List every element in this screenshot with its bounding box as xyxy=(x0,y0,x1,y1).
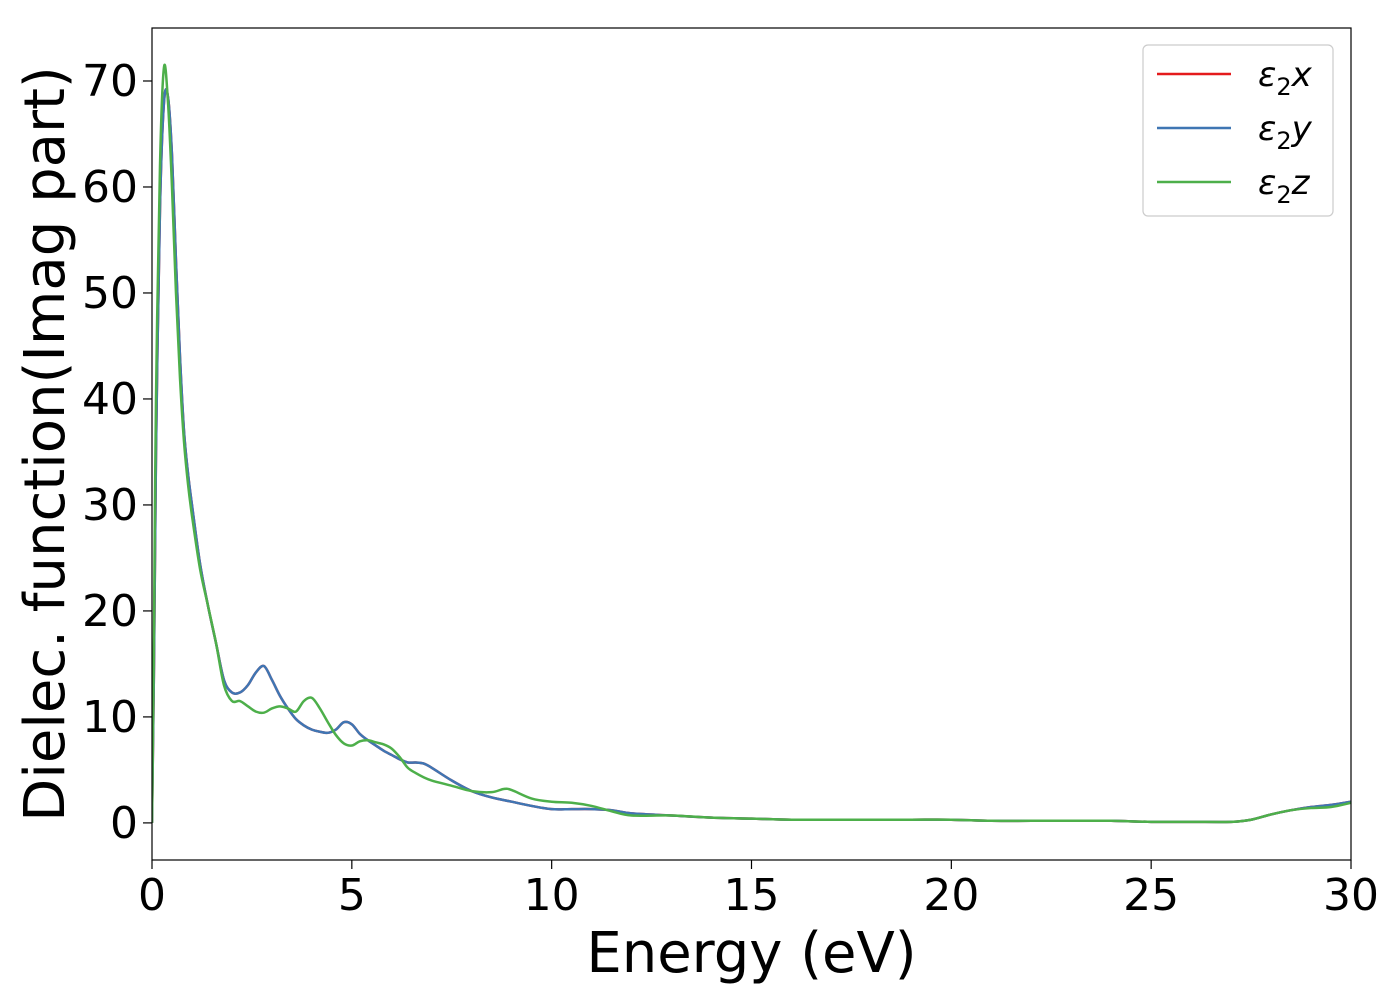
y-axis-title: Dielec. function(Imag part) xyxy=(13,66,78,822)
y-tick-label: 50 xyxy=(82,268,138,319)
y-tick-label: 30 xyxy=(82,480,138,531)
legend-label-x: ε2x xyxy=(1258,55,1313,101)
y-tick-label: 40 xyxy=(82,374,138,425)
x-tick-label: 10 xyxy=(524,870,580,921)
legend-box xyxy=(1142,44,1334,217)
x-tick-label: 20 xyxy=(923,870,979,921)
legend-label-z: ε2z xyxy=(1258,163,1311,209)
x-tick-label: 25 xyxy=(1123,870,1179,921)
x-axis-title: Energy (eV) xyxy=(586,921,916,986)
x-tick-label: 15 xyxy=(724,870,780,921)
x-tick-label: 5 xyxy=(338,870,366,921)
y-axis-ticks: 0 10 20 30 40 50 60 70 xyxy=(82,56,152,849)
y-tick-label: 0 xyxy=(110,798,138,849)
x-tick-label: 0 xyxy=(138,870,166,921)
legend-label-y: ε2y xyxy=(1258,109,1313,155)
plot-frame xyxy=(151,27,1352,861)
y-tick-label: 70 xyxy=(82,56,138,107)
x-axis-ticks: 0 5 10 15 20 25 30 xyxy=(138,860,1379,921)
y-tick-label: 10 xyxy=(82,692,138,743)
x-tick-label: 30 xyxy=(1323,870,1379,921)
y-tick-label: 60 xyxy=(82,162,138,213)
series-layer xyxy=(152,63,1351,824)
y-tick-label: 20 xyxy=(82,586,138,637)
series-line-z xyxy=(152,63,1351,824)
legend: ε2x ε2y ε2z xyxy=(1142,44,1334,217)
